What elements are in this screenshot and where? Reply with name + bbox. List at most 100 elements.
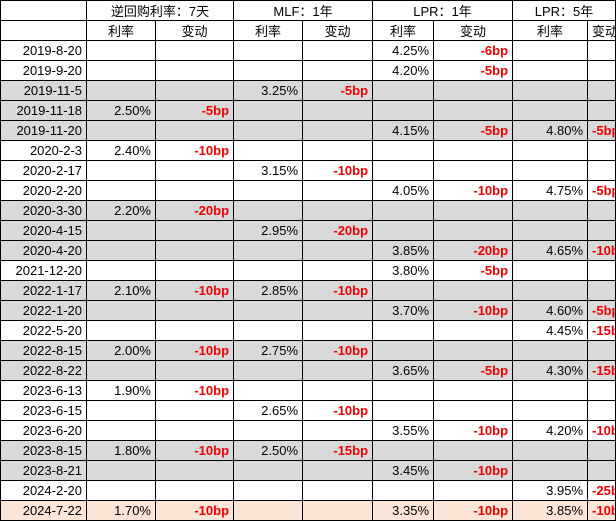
- repo-rate-cell: [86, 460, 156, 481]
- header-row-groups: 逆回购利率：7天 MLF：1年 LPR：1年 LPR：5年: [0, 0, 616, 21]
- lpr1y-rate-cell: 3.85%: [372, 240, 435, 261]
- mlf-rate-cell: [233, 320, 304, 341]
- repo-rate-cell: [86, 240, 156, 261]
- mlf-change-cell: -15bp: [302, 440, 374, 461]
- lpr1y-rate-cell: 4.20%: [372, 60, 435, 81]
- table-row: 2020-3-30 2.20% -20bp: [0, 200, 616, 221]
- table-row: 2023-6-15 2.65% -10bp: [0, 400, 616, 421]
- lpr5y-rate-cell: [512, 220, 589, 241]
- mlf-rate-cell: 3.15%: [233, 160, 304, 181]
- lpr1y-rate-cell: 3.45%: [372, 460, 435, 481]
- lpr1y-change-cell: [433, 200, 514, 221]
- mlf-rate-cell: [233, 140, 304, 161]
- lpr5y-rate-cell: [512, 260, 589, 281]
- lpr5y-change-cell: -5bp: [587, 180, 616, 201]
- repo-change-cell: [154, 460, 235, 481]
- lpr1y-rate-cell: 4.15%: [372, 120, 435, 141]
- mlf-rate-cell: 2.75%: [233, 340, 304, 361]
- mlf-change-cell: -10bp: [302, 280, 374, 301]
- repo-change-cell: -10bp: [154, 380, 235, 401]
- lpr5y-rate-cell: [512, 160, 589, 181]
- lpr1y-change-cell: [433, 80, 514, 101]
- repo-change-cell: [154, 320, 235, 341]
- row-date: 2023-8-21: [0, 460, 87, 481]
- header-row-sub: 利率 变动 利率 变动 利率 变动 利率 变动: [0, 20, 616, 41]
- mlf-rate-cell: [233, 460, 304, 481]
- row-date: 2019-9-20: [0, 60, 87, 81]
- lpr1y-change-cell: -10bp: [433, 180, 514, 201]
- row-date: 2019-11-18: [0, 100, 87, 121]
- lpr1y-change-cell: [433, 440, 514, 461]
- repo-rate-cell: [86, 400, 156, 421]
- header-group-reverse-repo: 逆回购利率：7天: [85, 0, 235, 21]
- lpr1y-rate-cell: 3.80%: [372, 260, 435, 281]
- repo-rate-cell: 2.50%: [86, 100, 156, 121]
- lpr5y-rate-cell: 4.65%: [512, 240, 589, 261]
- mlf-change-cell: [302, 180, 374, 201]
- repo-change-cell: [154, 360, 235, 381]
- repo-rate-cell: [86, 180, 156, 201]
- mlf-rate-cell: 3.25%: [233, 80, 304, 101]
- lpr1y-change-cell: -10bp: [433, 500, 514, 521]
- repo-change-cell: [154, 180, 235, 201]
- mlf-rate-cell: [233, 60, 304, 81]
- mlf-change-cell: [302, 300, 374, 321]
- header-group-lpr-5y: LPR：5年: [512, 0, 616, 21]
- mlf-change-cell: -10bp: [302, 400, 374, 421]
- lpr5y-change-cell: [587, 160, 616, 181]
- header-change: 变动: [433, 20, 514, 41]
- mlf-change-cell: -20bp: [302, 220, 374, 241]
- repo-rate-cell: 1.90%: [86, 380, 156, 401]
- lpr5y-change-cell: -15bp: [587, 320, 616, 341]
- mlf-rate-cell: [233, 500, 304, 521]
- lpr5y-change-cell: -10bp: [587, 420, 616, 441]
- mlf-change-cell: [302, 420, 374, 441]
- repo-rate-cell: 1.80%: [86, 440, 156, 461]
- lpr5y-rate-cell: [512, 80, 589, 101]
- repo-rate-cell: 1.70%: [86, 500, 156, 521]
- lpr5y-rate-cell: [512, 60, 589, 81]
- repo-change-cell: [154, 420, 235, 441]
- lpr1y-rate-cell: [372, 280, 435, 301]
- header-rate: 利率: [233, 20, 304, 41]
- lpr5y-change-cell: [587, 40, 616, 61]
- table-row: 2019-11-5 3.25% -5bp: [0, 80, 616, 101]
- repo-rate-cell: [86, 220, 156, 241]
- lpr1y-rate-cell: 3.70%: [372, 300, 435, 321]
- lpr1y-change-cell: [433, 140, 514, 161]
- mlf-rate-cell: [233, 100, 304, 121]
- header-group-lpr-1y: LPR：1年: [372, 0, 514, 21]
- row-date: 2022-1-17: [0, 280, 87, 301]
- repo-change-cell: -5bp: [154, 100, 235, 121]
- repo-rate-cell: [86, 40, 156, 61]
- lpr5y-change-cell: [587, 200, 616, 221]
- repo-change-cell: -10bp: [154, 340, 235, 361]
- lpr5y-rate-cell: [512, 460, 589, 481]
- repo-change-cell: -10bp: [154, 500, 235, 521]
- mlf-change-cell: [302, 240, 374, 261]
- repo-change-cell: -10bp: [154, 140, 235, 161]
- lpr5y-rate-cell: 4.20%: [512, 420, 589, 441]
- lpr5y-change-cell: [587, 340, 616, 361]
- lpr1y-rate-cell: 3.35%: [372, 500, 435, 521]
- lpr5y-change-cell: -25bp: [587, 480, 616, 501]
- lpr1y-change-cell: -10bp: [433, 460, 514, 481]
- lpr1y-change-cell: [433, 280, 514, 301]
- repo-change-cell: -20bp: [154, 200, 235, 221]
- row-date: 2019-11-20: [0, 120, 87, 141]
- repo-rate-cell: 2.00%: [86, 340, 156, 361]
- row-date: 2021-12-20: [0, 260, 87, 281]
- lpr1y-rate-cell: [372, 140, 435, 161]
- header-rate: 利率: [86, 20, 156, 41]
- mlf-rate-cell: [233, 200, 304, 221]
- lpr1y-rate-cell: [372, 100, 435, 121]
- lpr1y-rate-cell: [372, 480, 435, 501]
- mlf-rate-cell: [233, 240, 304, 261]
- row-date: 2022-1-20: [0, 300, 87, 321]
- lpr1y-rate-cell: [372, 220, 435, 241]
- lpr1y-rate-cell: [372, 200, 435, 221]
